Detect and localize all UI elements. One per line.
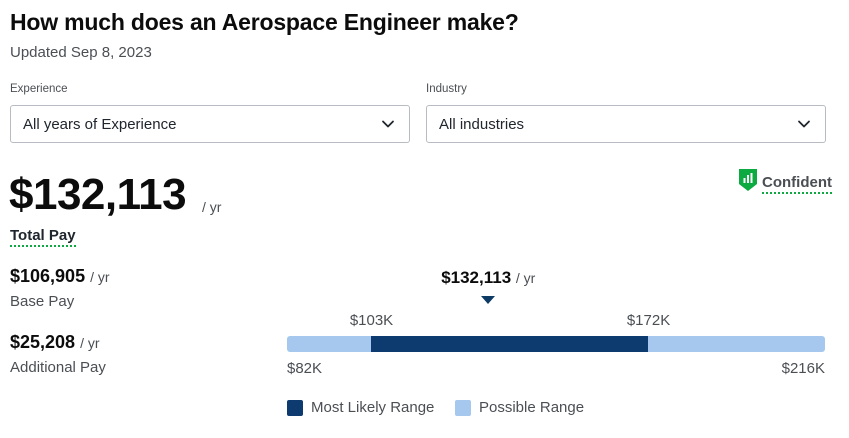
legend-possible: Possible Range [455, 399, 584, 416]
experience-select[interactable]: All years of Experience [10, 105, 410, 143]
base-pay-amount: $106,905 / yr [10, 266, 110, 287]
base-pay-unit: / yr [90, 269, 110, 285]
bar-chart-shield-icon [739, 169, 757, 191]
range-marker-pointer [481, 296, 496, 304]
legend-label-likely: Most Likely Range [311, 399, 435, 416]
range-marker-value: $132,113 [441, 268, 512, 287]
base-pay-value: $106,905 [10, 266, 86, 286]
legend-label-possible: Possible Range [479, 399, 585, 416]
total-pay-unit: / yr [202, 199, 222, 215]
total-pay-label[interactable]: Total Pay [10, 227, 76, 247]
additional-pay-value: $25,208 [10, 332, 76, 352]
additional-pay-unit: / yr [80, 335, 100, 351]
chevron-down-icon [798, 120, 810, 128]
updated-date: Updated Sep 8, 2023 [10, 44, 152, 61]
confidence-label: Confident [762, 174, 832, 194]
page-title: How much does an Aerospace Engineer make… [10, 9, 519, 35]
legend-swatch-likely [287, 399, 303, 416]
base-pay-label: Base Pay [10, 293, 75, 310]
total-pay-amount: $132,113 [9, 170, 187, 219]
additional-pay-label: Additional Pay [10, 359, 106, 376]
most-likely-range-bar [371, 336, 649, 352]
chevron-down-icon [382, 120, 394, 128]
range-marker-label: $132,113 / yr [441, 268, 535, 288]
range-marker-unit: / yr [515, 270, 536, 286]
legend-swatch-possible [455, 399, 471, 416]
confidence-badge[interactable]: Confident [738, 168, 832, 194]
experience-filter-label: Experience [10, 83, 68, 95]
likely-range-low-label: $103K [349, 312, 394, 329]
range-max-label: $216K [781, 360, 825, 377]
industry-select[interactable]: All industries [426, 105, 826, 143]
additional-pay-amount: $25,208 / yr [10, 332, 100, 353]
likely-range-high-label: $172K [626, 312, 671, 329]
industry-select-value: All industries [439, 115, 525, 133]
experience-select-value: All years of Experience [23, 115, 177, 133]
range-min-label: $82K [287, 360, 323, 377]
industry-filter-label: Industry [426, 83, 467, 95]
legend-most-likely: Most Likely Range [287, 399, 434, 416]
